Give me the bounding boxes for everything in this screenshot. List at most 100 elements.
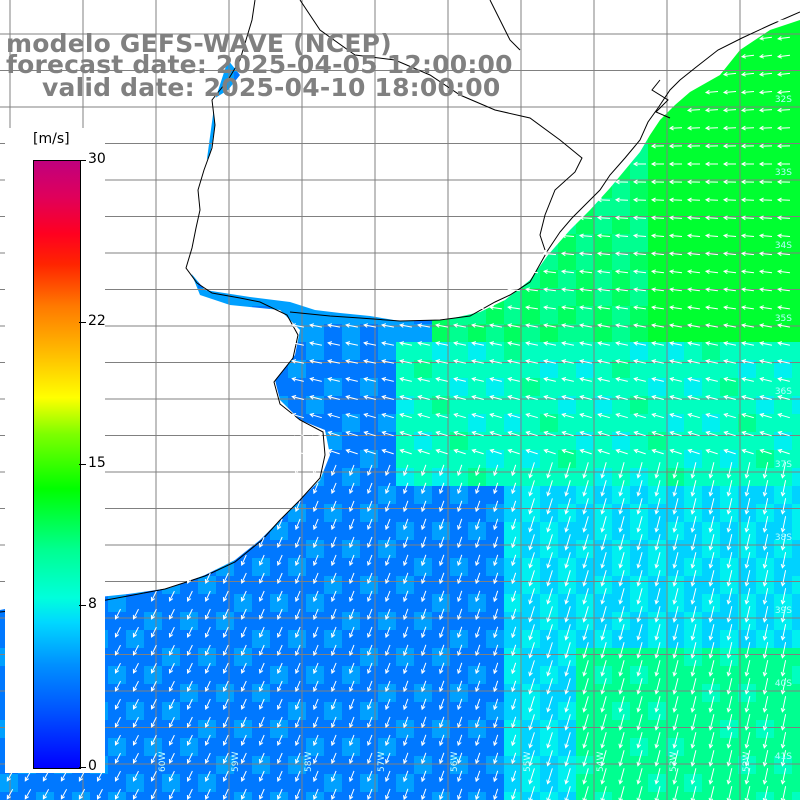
wind-arrow xyxy=(421,590,427,603)
speed-cell xyxy=(540,720,558,738)
speed-cell xyxy=(486,630,504,648)
speed-cell xyxy=(450,684,468,702)
wind-arrow xyxy=(744,606,751,623)
wind-arrow xyxy=(168,698,175,710)
wind-arrow xyxy=(777,36,790,41)
wind-arrow xyxy=(726,642,733,659)
speed-cell xyxy=(720,198,738,216)
wind-arrow xyxy=(403,752,409,765)
speed-cell xyxy=(774,180,792,198)
speed-cell xyxy=(792,684,800,702)
wind-arrow xyxy=(528,462,535,479)
wind-arrow xyxy=(168,590,175,602)
speed-cell xyxy=(126,630,144,648)
speed-cell xyxy=(792,360,800,378)
wind-arrow xyxy=(708,732,715,749)
speed-cell xyxy=(576,432,594,450)
wind-arrow xyxy=(295,608,301,621)
speed-cell xyxy=(414,522,432,540)
wind-arrow xyxy=(546,678,553,695)
wind-arrow xyxy=(475,698,481,711)
speed-cell xyxy=(360,378,378,396)
speed-cell xyxy=(738,198,756,216)
wind-arrow xyxy=(636,498,643,515)
speed-cell xyxy=(702,144,720,162)
wind-arrow xyxy=(295,536,301,549)
speed-cell xyxy=(396,342,414,360)
lat-label: 37S xyxy=(774,460,792,470)
speed-cell xyxy=(108,702,126,720)
wind-arrow xyxy=(632,197,647,203)
wind-arrow xyxy=(672,516,679,533)
wind-arrow xyxy=(633,359,647,364)
speed-cell xyxy=(198,684,216,702)
speed-cell xyxy=(450,666,468,684)
wind-arrow xyxy=(687,413,700,419)
speed-cell xyxy=(432,666,450,684)
wind-arrow xyxy=(345,448,358,455)
speed-cell xyxy=(792,612,800,630)
wind-arrow xyxy=(511,734,517,747)
speed-cell xyxy=(342,720,360,738)
wind-arrow xyxy=(291,448,304,455)
wind-arrow xyxy=(493,536,499,549)
wind-arrow xyxy=(723,341,736,346)
wind-arrow xyxy=(722,107,737,113)
wind-arrow xyxy=(309,448,322,455)
wind-arrow xyxy=(295,644,301,657)
speed-cell xyxy=(630,378,648,396)
wind-arrow xyxy=(417,377,430,382)
wind-arrow xyxy=(600,480,607,497)
speed-cell xyxy=(378,378,396,396)
wind-arrow xyxy=(776,269,791,275)
wind-arrow xyxy=(403,590,409,603)
speed-cell xyxy=(792,468,800,486)
wind-arrow xyxy=(690,624,697,641)
speed-cell xyxy=(684,306,702,324)
wind-arrow xyxy=(457,716,463,729)
speed-cell xyxy=(306,522,324,540)
wind-arrow xyxy=(704,197,719,203)
wind-arrow xyxy=(349,518,355,531)
speed-cell xyxy=(468,720,486,738)
wind-arrow xyxy=(654,732,661,749)
speed-cell xyxy=(540,684,558,702)
wind-arrow xyxy=(493,752,499,765)
wind-arrow xyxy=(615,377,628,382)
wind-arrow xyxy=(582,660,589,677)
wind-arrow xyxy=(457,734,463,747)
wind-arrow xyxy=(600,606,607,623)
speed-cell xyxy=(324,648,342,666)
speed-cell xyxy=(720,432,738,450)
speed-cell xyxy=(774,162,792,180)
speed-cell xyxy=(126,684,144,702)
wind-arrow xyxy=(597,395,610,400)
speed-cell xyxy=(738,450,756,468)
speed-cell xyxy=(486,486,504,504)
speed-cell xyxy=(252,612,270,630)
wind-arrow xyxy=(762,462,769,479)
speed-cell xyxy=(378,540,396,558)
wind-arrow xyxy=(705,413,718,419)
speed-cell xyxy=(630,306,648,324)
wind-arrow xyxy=(636,606,643,623)
speed-cell xyxy=(702,216,720,234)
speed-cell xyxy=(540,612,558,630)
wind-arrow xyxy=(632,161,646,167)
wind-arrow xyxy=(618,624,625,641)
wind-arrow xyxy=(511,482,517,495)
wind-arrow xyxy=(493,698,499,711)
speed-cell xyxy=(720,342,738,360)
wind-arrow xyxy=(435,341,448,346)
wind-arrow xyxy=(543,395,556,400)
speed-cell xyxy=(468,414,486,432)
speed-cell xyxy=(162,720,180,738)
wind-arrow xyxy=(704,215,719,221)
wind-arrow xyxy=(705,305,718,310)
wind-arrow xyxy=(475,536,481,549)
wind-arrow xyxy=(762,714,769,731)
wind-arrow xyxy=(168,770,175,782)
wind-arrow xyxy=(186,734,193,746)
wind-arrow xyxy=(475,590,481,603)
speed-cell xyxy=(630,414,648,432)
